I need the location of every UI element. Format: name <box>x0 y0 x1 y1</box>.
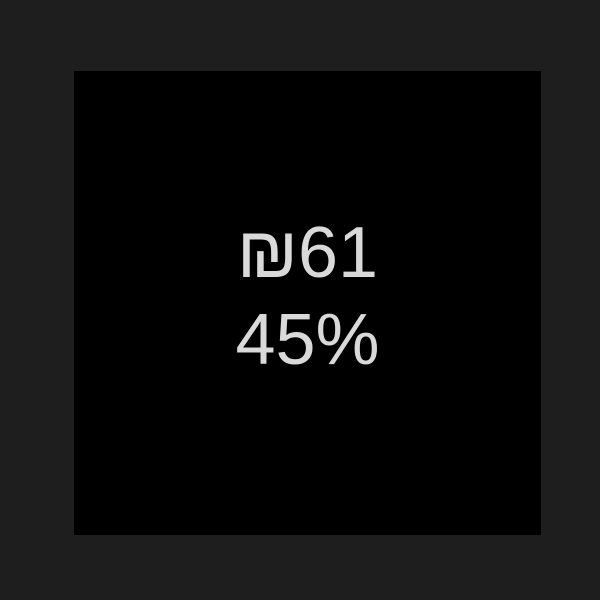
percent-value: 45% <box>235 300 380 380</box>
price-value: ₪61 <box>236 213 379 293</box>
display-panel: ₪61 45% <box>74 71 541 535</box>
